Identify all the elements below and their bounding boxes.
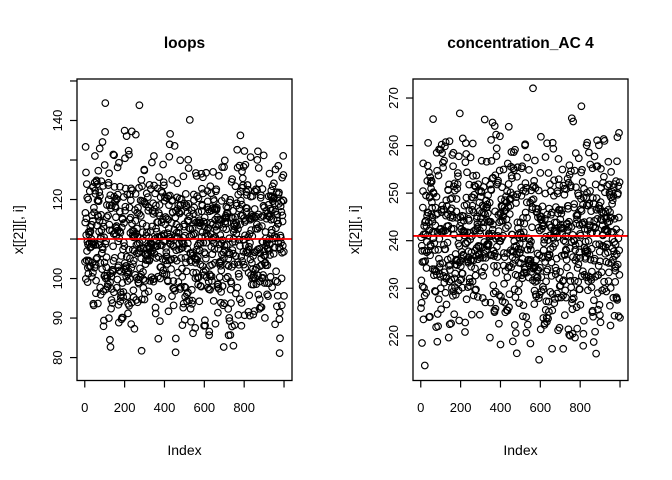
y-tick-label: 80 [50,350,65,364]
scatter-points [81,99,288,357]
x-tick-label: 400 [490,400,512,415]
y-axis: 80 90 100 120 140 [50,80,77,365]
plot-title: loops [164,35,205,52]
x-tick-label: 200 [450,400,472,415]
y-tick-label: 120 [50,189,65,211]
y-tick-label: 270 [386,87,401,109]
y-tick-label: 220 [386,325,401,347]
y-axis: 220 230 240 250 260 270 [386,87,413,347]
x-axis: 0 200 400 600 800 [417,380,621,415]
plot-title: concentration_AC 4 [447,35,594,52]
x-tick-label: 0 [81,400,88,415]
y-axis-title: x[[2]][, i] [346,205,362,254]
scatter-plot-loops: loops 0 200 400 600 800 80 90 100 120 140 Index x[[2… [10,35,293,458]
scatter-points [417,84,624,370]
y-tick-label: 90 [50,311,65,325]
plot-panel-loops: loops 0 200 400 600 800 80 90 100 120 140 Index x[[2… [10,35,293,458]
y-tick-label: 240 [386,230,401,252]
x-tick-label: 600 [529,400,551,415]
y-tick-label: 230 [386,277,401,299]
x-tick-label: 800 [233,400,255,415]
y-axis-title: x[[2]][, i] [10,205,26,254]
x-tick-label: 800 [569,400,591,415]
x-tick-label: 0 [417,400,424,415]
plot-box [412,78,629,382]
x-axis-title: Index [503,442,537,458]
y-tick-label: 260 [386,135,401,157]
y-tick-label: 100 [50,268,65,290]
scatter-plot-concentration: concentration_AC 4 0 200 400 600 800 220 230 240… [346,35,629,458]
x-tick-label: 600 [193,400,215,415]
plot-panel-concentration: concentration_AC 4 0 200 400 600 800 220 230 240… [336,0,672,480]
x-tick-label: 400 [154,400,176,415]
y-tick-label: 250 [386,182,401,204]
plot-box [76,78,293,382]
x-axis-title: Index [167,442,201,458]
y-tick-label: 140 [50,110,65,132]
x-axis: 0 200 400 600 800 [81,380,285,415]
x-tick-label: 200 [114,400,136,415]
